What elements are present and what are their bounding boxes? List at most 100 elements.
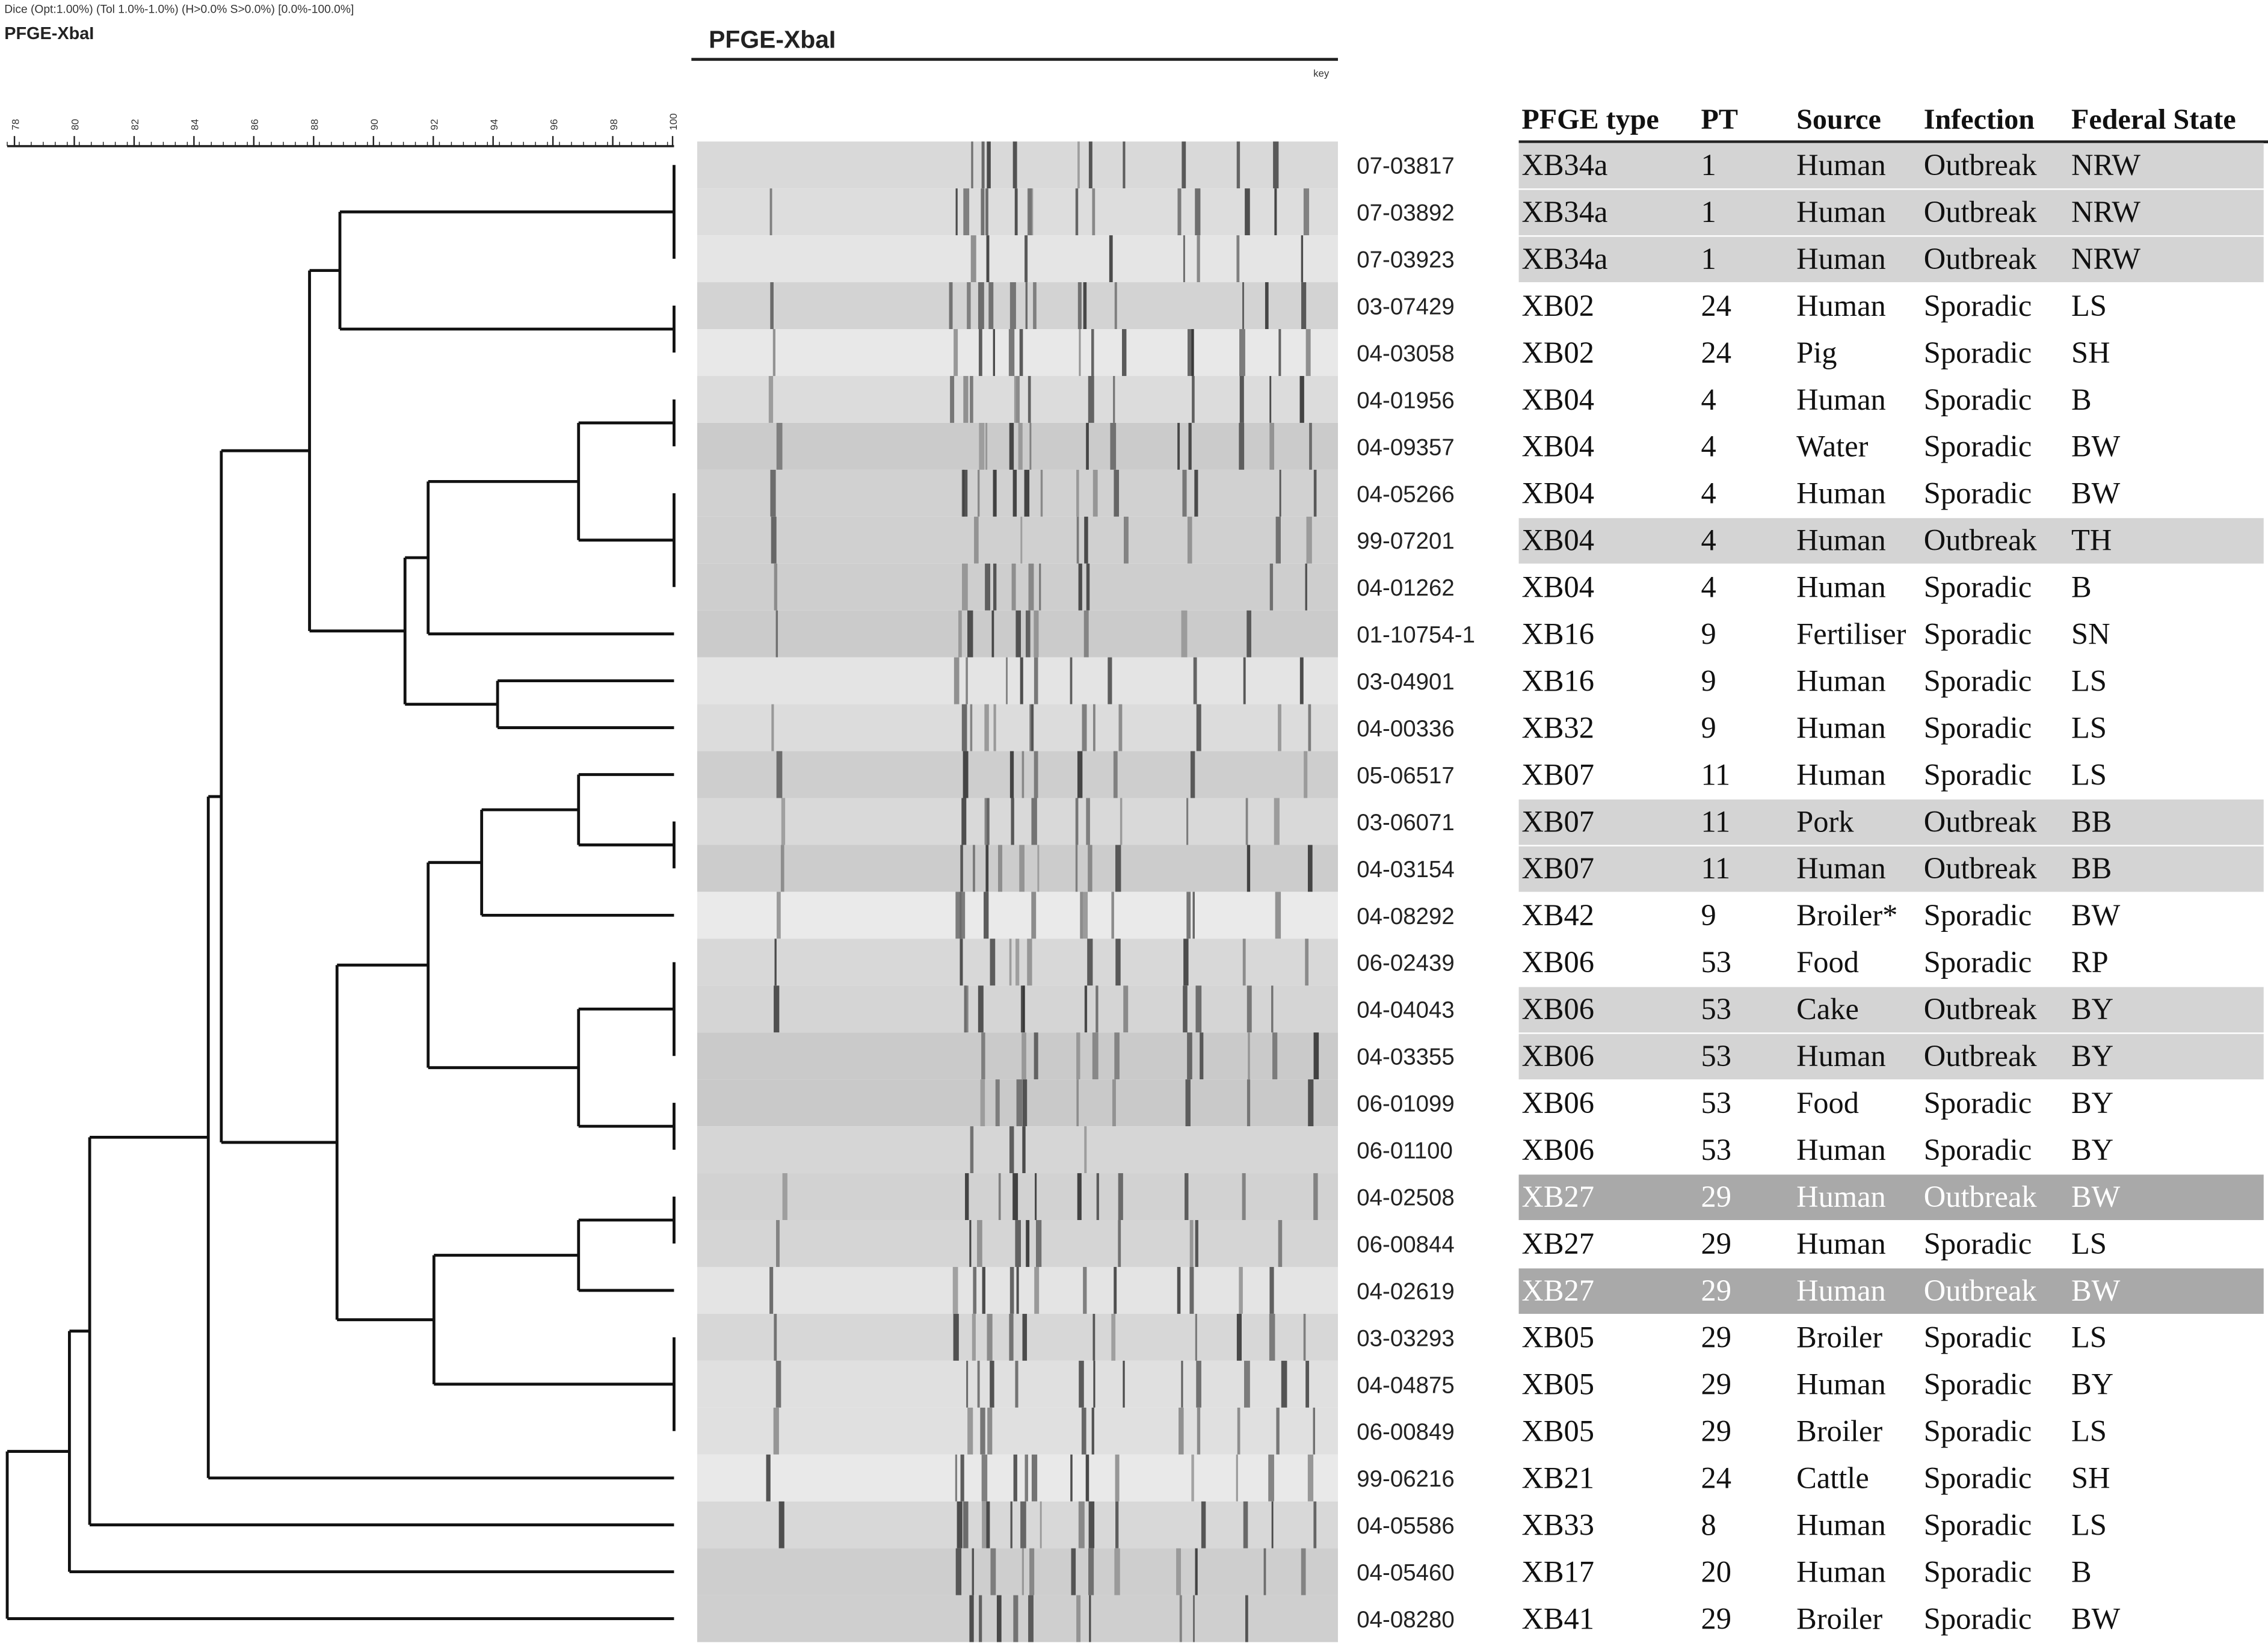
gel-band bbox=[1244, 1360, 1250, 1408]
gel-band bbox=[1245, 1595, 1248, 1642]
table-cell: 9 bbox=[1701, 898, 1716, 932]
table-cell: Water bbox=[1796, 430, 1868, 463]
table-cell: LS bbox=[2071, 1414, 2107, 1448]
strain-id: 06-00849 bbox=[1357, 1419, 1455, 1445]
gel-band bbox=[1022, 1079, 1028, 1127]
gel-band bbox=[1308, 704, 1311, 751]
table-cell: Human bbox=[1796, 1555, 1886, 1588]
gel-band bbox=[955, 892, 962, 939]
gel-band bbox=[998, 1173, 1001, 1221]
gel-band bbox=[1011, 798, 1014, 845]
table-cell: 1 bbox=[1701, 148, 1716, 182]
gel-band bbox=[1022, 1126, 1026, 1174]
gel-band bbox=[775, 1220, 780, 1267]
gel-band bbox=[1025, 1454, 1028, 1502]
gel-band bbox=[987, 1407, 993, 1455]
gel-band bbox=[1092, 469, 1098, 517]
gel-band bbox=[954, 329, 958, 376]
table-cell: XB07 bbox=[1521, 804, 1594, 838]
gel-band bbox=[1040, 469, 1043, 517]
table-cell: NRW bbox=[2071, 242, 2140, 276]
table-cell: XB16 bbox=[1521, 664, 1594, 697]
gel-band bbox=[1275, 516, 1281, 564]
gel-band bbox=[1019, 329, 1023, 376]
gel-band bbox=[991, 610, 994, 658]
strain-id: 03-03293 bbox=[1357, 1325, 1455, 1351]
table-cell: Cake bbox=[1796, 992, 1859, 1026]
gel-band bbox=[995, 1079, 1000, 1127]
table-cell: Outbreak bbox=[1924, 1180, 2038, 1213]
gel-band bbox=[1028, 1595, 1034, 1642]
gel-band bbox=[987, 141, 991, 189]
gel-band bbox=[1026, 1220, 1030, 1267]
gel-band bbox=[1093, 1360, 1095, 1408]
strain-id: 03-06071 bbox=[1357, 810, 1455, 836]
table-cell: 11 bbox=[1701, 851, 1731, 885]
gel-band bbox=[955, 188, 958, 236]
gel-band bbox=[970, 235, 976, 283]
gel-band bbox=[1010, 1501, 1012, 1549]
table-cell: Human bbox=[1796, 851, 1886, 885]
table-cell: BW bbox=[2071, 476, 2121, 510]
gel-band bbox=[1088, 141, 1092, 189]
gel-band bbox=[1114, 1548, 1120, 1595]
gel-band bbox=[1188, 422, 1192, 470]
gel-band bbox=[770, 469, 776, 517]
table-cell: BW bbox=[2071, 1180, 2121, 1213]
gel-band bbox=[1024, 469, 1030, 517]
gel-band bbox=[1192, 892, 1195, 939]
table-cell: Sporadic bbox=[1924, 570, 2032, 604]
table-cell: LS bbox=[2071, 1321, 2107, 1354]
table-cell: Outbreak bbox=[1924, 1039, 2038, 1073]
table-cell: Human bbox=[1796, 1133, 1886, 1167]
table-cell: 29 bbox=[1701, 1274, 1731, 1307]
gel-band bbox=[971, 141, 973, 189]
gel-band bbox=[1034, 610, 1039, 658]
table-cell: Sporadic bbox=[1924, 945, 2032, 979]
gel-band bbox=[1189, 1266, 1194, 1314]
gel-lane bbox=[697, 563, 1339, 611]
table-cell: Sporadic bbox=[1924, 430, 2032, 463]
table-cell: Human bbox=[1796, 1508, 1886, 1542]
table-cell: 53 bbox=[1701, 1086, 1731, 1120]
gel-band bbox=[1308, 1079, 1314, 1127]
table-cell: LS bbox=[2071, 664, 2107, 697]
table-cell: 24 bbox=[1701, 336, 1731, 369]
gel-band bbox=[977, 1220, 982, 1267]
gel-band bbox=[1248, 1032, 1250, 1080]
scale-tick-label: 88 bbox=[309, 119, 321, 131]
experiment-label: PFGE-XbaI bbox=[4, 24, 94, 43]
gel-band bbox=[775, 610, 778, 658]
gel-band bbox=[1246, 1079, 1251, 1127]
row-highlight bbox=[1518, 987, 2264, 1033]
table-cell: XB41 bbox=[1521, 1601, 1594, 1635]
gel-band bbox=[1305, 938, 1309, 986]
gel-band bbox=[993, 704, 996, 751]
strain-id: 06-02439 bbox=[1357, 951, 1455, 976]
gel-band bbox=[986, 1501, 990, 1549]
table-cell: Sporadic bbox=[1924, 1227, 2032, 1260]
gel-band bbox=[980, 1079, 985, 1127]
gel-band bbox=[768, 375, 774, 423]
table-cell: Sporadic bbox=[1924, 289, 2032, 322]
table-cell: Pig bbox=[1796, 336, 1837, 369]
table-cell: 4 bbox=[1701, 570, 1716, 604]
gel-band bbox=[1245, 188, 1250, 236]
table-cell: XB04 bbox=[1521, 430, 1594, 463]
gel-band bbox=[1269, 375, 1272, 423]
scale-tick-label: 100 bbox=[668, 113, 679, 130]
table-cell: 29 bbox=[1701, 1180, 1731, 1213]
gel-band bbox=[1075, 845, 1078, 892]
gel-lane bbox=[697, 1313, 1339, 1361]
table-cell: XB04 bbox=[1521, 523, 1594, 557]
table-cell: XB06 bbox=[1521, 992, 1594, 1026]
table-cell: Human bbox=[1796, 383, 1886, 416]
scale-tick-label: 84 bbox=[190, 119, 201, 131]
gel-band bbox=[1237, 1407, 1240, 1455]
gel-band bbox=[1278, 1220, 1283, 1267]
table-cell: Human bbox=[1796, 148, 1886, 182]
gel-band bbox=[1016, 1079, 1023, 1127]
table-cell: 29 bbox=[1701, 1414, 1731, 1448]
gel-band bbox=[1239, 375, 1244, 423]
gel-band bbox=[981, 141, 985, 189]
